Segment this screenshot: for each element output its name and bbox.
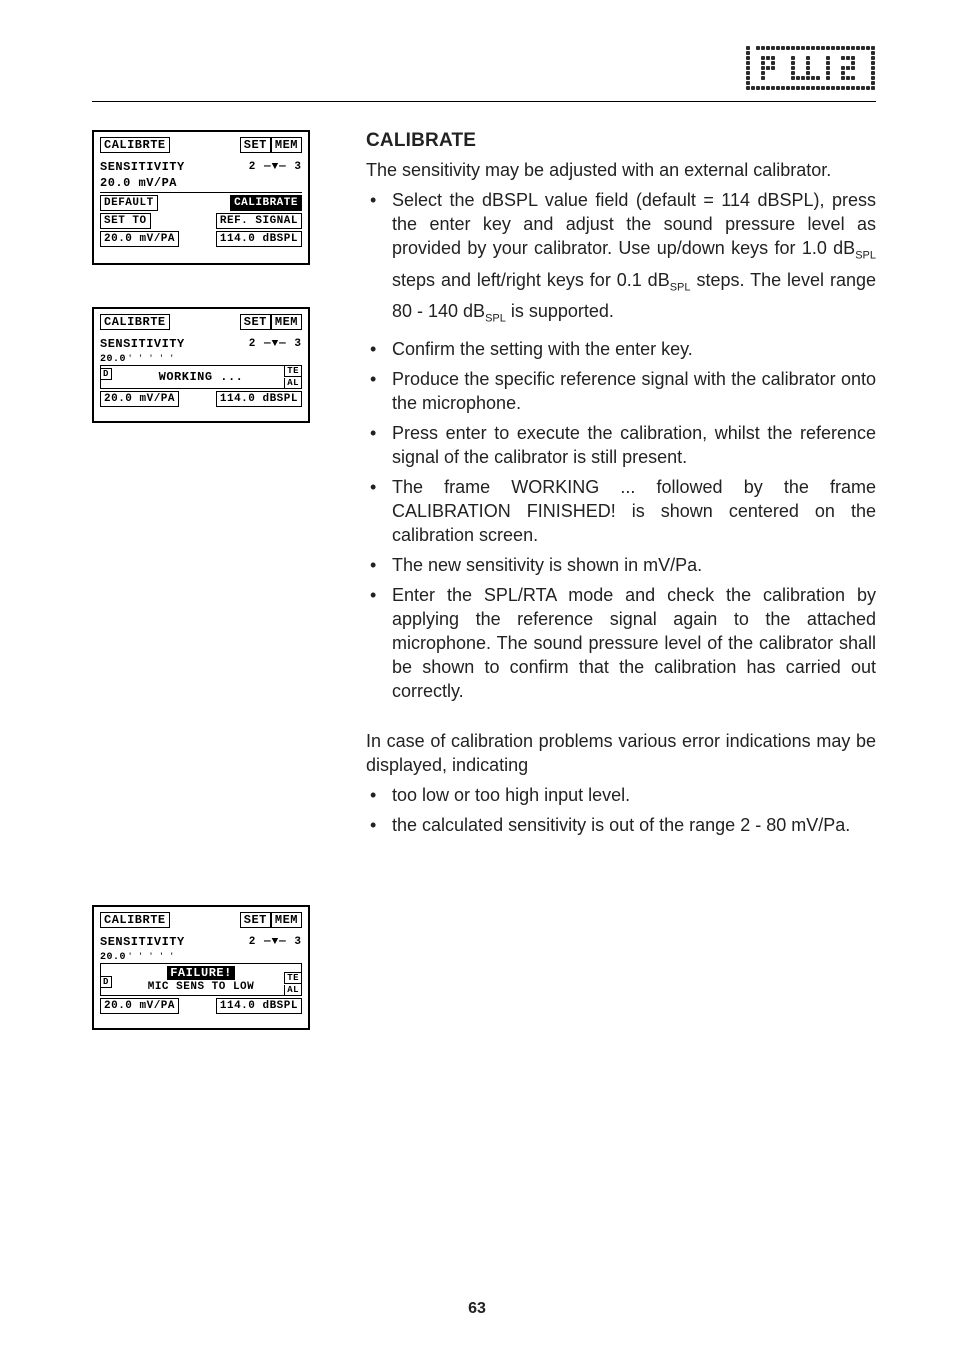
lcd-panel-calibrate-default: CALIBRTE SETMEM SENSITIVITY 2 —▼— 3 20.0… bbox=[92, 130, 310, 265]
bullet-produce-reference: Produce the specific reference signal wi… bbox=[366, 367, 876, 415]
lcd-tab-mem: MEM bbox=[271, 912, 302, 928]
lcd-cell-ref-signal: REF. SIGNAL bbox=[216, 213, 302, 229]
bullet-spl-rta-check: Enter the SPL/RTA mode and check the cal… bbox=[366, 583, 876, 703]
lcd-bottom-left: 20.0 mV/PA bbox=[100, 998, 179, 1014]
lcd-scale: 2 —▼— 3 bbox=[249, 338, 302, 350]
lcd-cell-calibrate: CALIBRATE bbox=[230, 195, 302, 211]
lcd-tab-calibrte: CALIBRTE bbox=[100, 137, 170, 153]
lcd-tab-mem: MEM bbox=[271, 314, 302, 330]
tick-marks: ' ' ' ' ' bbox=[128, 953, 175, 961]
lcd-partial-value: 20.0 bbox=[100, 952, 126, 963]
lcd-bottom-left: 20.0 mV/PA bbox=[100, 391, 179, 407]
lcd-sensitivity-label: SENSITIVITY bbox=[100, 160, 185, 174]
bullet-press-enter: Press enter to execute the calibration, … bbox=[366, 421, 876, 469]
lcd-cell-default: DEFAULT bbox=[100, 195, 158, 211]
lcd-status-failure: FAILURE! bbox=[167, 966, 235, 980]
lcd-status-working: WORKING ... bbox=[103, 370, 299, 384]
lcd-sensitivity-value: 20.0 mV/PA bbox=[100, 176, 177, 190]
lcd-cell-20mvpa: 20.0 mV/PA bbox=[100, 231, 179, 247]
lcd-panel-failure: CALIBRTE SETMEM SENSITIVITY 2 —▼— 3 20.0… bbox=[92, 905, 310, 1030]
lcd-tab-set: SET bbox=[240, 912, 271, 928]
lcd-bottom-right: 114.0 dBSPL bbox=[216, 998, 302, 1014]
lcd-cell-114dbspl: 114.0 dBSPL bbox=[216, 231, 302, 247]
lcd-scale: 2 —▼— 3 bbox=[249, 161, 302, 173]
lcd-sensitivity-label: SENSITIVITY bbox=[100, 337, 185, 351]
bullet-err-input-level: too low or too high input level. bbox=[366, 783, 876, 807]
lcd-tab-mem: MEM bbox=[271, 137, 302, 153]
bullet-new-sensitivity: The new sensitivity is shown in mV/Pa. bbox=[366, 553, 876, 577]
nti-logo bbox=[746, 46, 876, 90]
lcd-scale: 2 —▼— 3 bbox=[249, 936, 302, 948]
lcd-panel-working: CALIBRTE SETMEM SENSITIVITY 2 —▼— 3 20.0… bbox=[92, 307, 310, 423]
lcd-cell-set-to: SET TO bbox=[100, 213, 151, 229]
lcd-mic-sens-low: MIC SENS TO LOW bbox=[103, 981, 299, 993]
bullet-confirm-setting: Confirm the setting with the enter key. bbox=[366, 337, 876, 361]
lcd-chip-d: D bbox=[100, 368, 112, 380]
lcd-chip-al: AL bbox=[284, 378, 302, 389]
page-number: 63 bbox=[0, 1300, 954, 1318]
lcd-bottom-right: 114.0 dBSPL bbox=[216, 391, 302, 407]
lcd-sensitivity-label: SENSITIVITY bbox=[100, 935, 185, 949]
bullet-err-sensitivity-range: the calculated sensitivity is out of the… bbox=[366, 813, 876, 837]
lcd-tab-set: SET bbox=[240, 314, 271, 330]
lcd-tab-calibrte: CALIBRTE bbox=[100, 912, 170, 928]
bullet-select-dbspl: Select the dBSPL value field (default = … bbox=[366, 188, 876, 331]
lcd-tab-calibrte: CALIBRTE bbox=[100, 314, 170, 330]
section-heading-calibrate: CALIBRATE bbox=[366, 130, 876, 152]
lcd-chip-te: TE bbox=[284, 365, 302, 377]
lcd-chip-te: TE bbox=[284, 972, 302, 984]
errors-intro: In case of calibration problems various … bbox=[366, 729, 876, 777]
lcd-partial-value: 20.0 bbox=[100, 354, 126, 365]
lcd-chip-al: AL bbox=[284, 985, 302, 996]
intro-paragraph: The sensitivity may be adjusted with an … bbox=[366, 158, 876, 182]
bullet-frame-working: The frame WORKING ... followed by the fr… bbox=[366, 475, 876, 547]
tick-marks: ' ' ' ' ' bbox=[128, 355, 175, 363]
lcd-chip-d: D bbox=[100, 976, 112, 988]
lcd-tab-set: SET bbox=[240, 137, 271, 153]
